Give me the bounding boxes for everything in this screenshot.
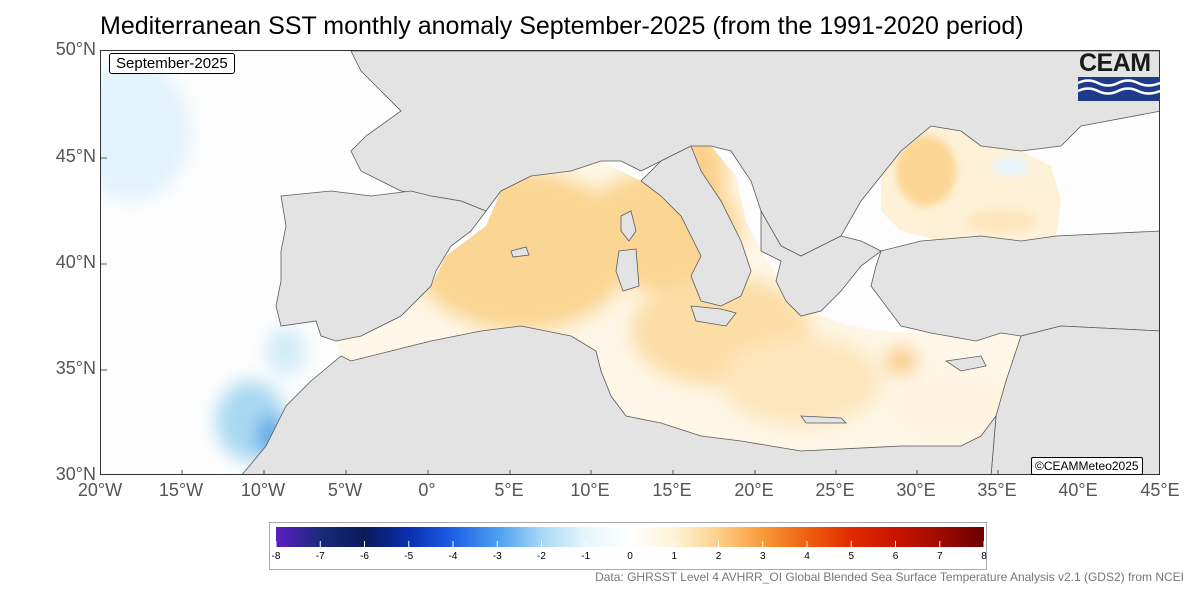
colorbar-tick-label: -2 xyxy=(537,551,546,562)
lon-tick-label: 35°E xyxy=(977,480,1017,500)
graticule-ticks xyxy=(101,157,1080,474)
lon-tick-label: 20°E xyxy=(734,480,774,500)
lon-tick-label: 0° xyxy=(418,480,436,500)
land-layer xyxy=(242,51,1159,474)
data-source-note: Data: GHRSST Level 4 AVHRR_OI Global Ble… xyxy=(595,570,1184,584)
lon-tick-label: 15°E xyxy=(652,480,692,500)
colorbar-tick-label: 8 xyxy=(981,551,987,562)
colorbar-tick-label: 4 xyxy=(804,551,810,562)
crete-island xyxy=(800,415,847,424)
colorbar-tick-label: -1 xyxy=(581,551,591,562)
colorbar-tick-label: -3 xyxy=(492,551,502,562)
colorbar-tick-label: 2 xyxy=(715,551,722,562)
lat-tick-label: 30°N xyxy=(55,464,96,484)
lat-tick-label: 40°N xyxy=(55,252,96,272)
copyright-label: ©CEAMMeteo2025 xyxy=(1031,457,1143,475)
lat-tick-label: 45°N xyxy=(55,146,96,166)
corsica-island xyxy=(620,210,637,242)
lon-tick-label: 5°W xyxy=(327,480,363,500)
colorbar-tick-label: 3 xyxy=(759,551,766,562)
lon-tick-label: 45°E xyxy=(1140,480,1180,500)
colorbar-tick-label: -5 xyxy=(404,551,414,562)
lon-tick-label: 40°E xyxy=(1058,480,1098,500)
lon-tick-label: 20°W xyxy=(77,480,123,500)
ceam-logo xyxy=(1078,77,1160,101)
sardinia-island xyxy=(615,248,640,292)
colorbar-tick-label: -7 xyxy=(315,551,325,562)
balearic-island xyxy=(510,246,530,258)
lat-tick-label: 35°N xyxy=(55,358,96,378)
sst-anomaly-map xyxy=(101,51,1159,474)
colorbar-tick-label: 1 xyxy=(671,551,678,562)
lon-tick-label: 10°E xyxy=(570,480,610,500)
colorbar-tick-label: 7 xyxy=(936,551,943,562)
colorbar-tick-label: -6 xyxy=(360,551,369,562)
lon-tick-label: 30°E xyxy=(896,480,936,500)
sicily-island xyxy=(690,305,737,327)
lon-tick-label: 10°W xyxy=(240,480,286,500)
colorbar-tick-label: 6 xyxy=(892,551,899,562)
lat-tick-label: 50°N xyxy=(55,39,96,59)
map-panel[interactable] xyxy=(100,50,1160,475)
lon-tick-label: 15°W xyxy=(158,480,204,500)
map-title: Mediterranean SST monthly anomaly Septem… xyxy=(100,12,1024,40)
lon-tick-label: 25°E xyxy=(815,480,855,500)
legend-box xyxy=(269,522,987,570)
colorbar-tick-label: -8 xyxy=(271,551,281,562)
atlantic-anomaly-layer xyxy=(101,61,306,461)
cyprus-island xyxy=(944,355,987,372)
colorbar-tick-label: 5 xyxy=(848,551,855,562)
logo-text: CEAM xyxy=(1079,49,1151,77)
period-label: September-2025 xyxy=(109,53,235,74)
colorbar-tick-label: 0 xyxy=(627,551,633,562)
lon-tick-label: 5°E xyxy=(494,480,524,500)
black-sea xyxy=(881,126,1061,241)
colorbar xyxy=(276,527,984,547)
colorbar-tick-label: -4 xyxy=(448,551,458,562)
